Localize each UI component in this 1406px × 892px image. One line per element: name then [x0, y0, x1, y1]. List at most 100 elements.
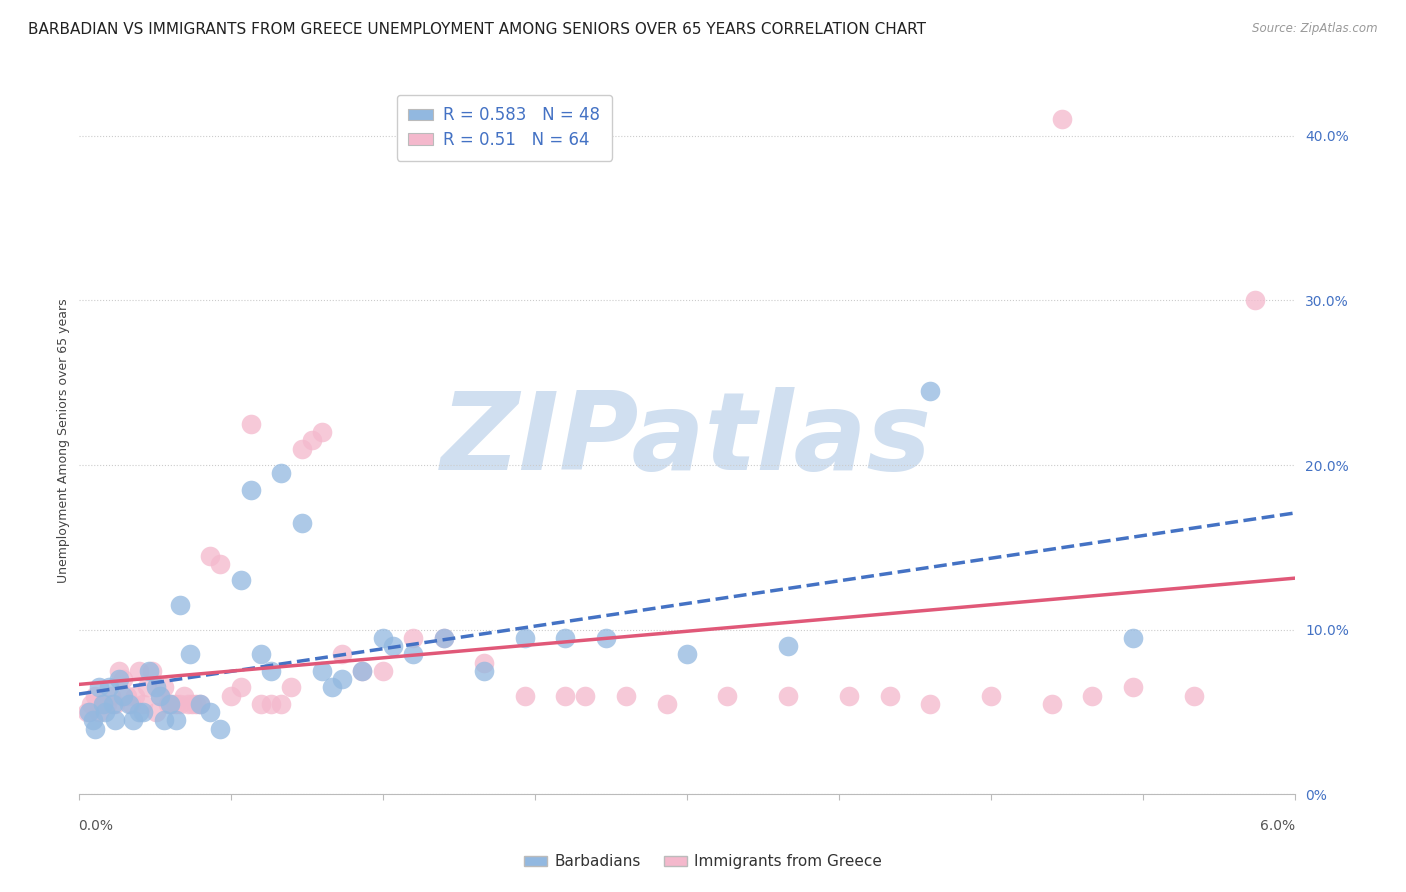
Point	[402, 648, 425, 662]
Point	[104, 697, 127, 711]
Legend: Barbadians, Immigrants from Greece: Barbadians, Immigrants from Greece	[517, 848, 889, 875]
Point	[145, 681, 167, 695]
Text: 0.0%: 0.0%	[79, 819, 114, 833]
Point	[1122, 681, 1144, 695]
Point	[83, 722, 105, 736]
Point	[513, 689, 536, 703]
Point	[838, 689, 860, 703]
Point	[132, 705, 155, 719]
Point	[879, 689, 901, 703]
Point	[1122, 631, 1144, 645]
Point	[1243, 293, 1265, 308]
Point	[311, 425, 333, 439]
Point	[980, 689, 1002, 703]
Point	[145, 705, 167, 719]
Point	[614, 689, 637, 703]
Point	[574, 689, 596, 703]
Point	[200, 705, 222, 719]
Point	[76, 705, 98, 719]
Point	[239, 483, 262, 497]
Point	[159, 697, 181, 711]
Point	[1040, 697, 1063, 711]
Point	[381, 639, 404, 653]
Point	[128, 705, 150, 719]
Point	[209, 557, 232, 571]
Point	[270, 697, 292, 711]
Point	[120, 697, 142, 711]
Point	[169, 598, 191, 612]
Point	[513, 631, 536, 645]
Point	[83, 689, 105, 703]
Point	[432, 631, 454, 645]
Point	[239, 417, 262, 431]
Point	[655, 697, 678, 711]
Point	[595, 631, 617, 645]
Point	[371, 631, 394, 645]
Point	[79, 697, 101, 711]
Point	[229, 574, 252, 588]
Point	[1081, 689, 1104, 703]
Point	[301, 434, 323, 448]
Point	[91, 697, 114, 711]
Point	[87, 681, 110, 695]
Point	[219, 689, 242, 703]
Point	[432, 631, 454, 645]
Point	[554, 631, 576, 645]
Point	[188, 697, 211, 711]
Point	[290, 516, 312, 530]
Point	[112, 672, 135, 686]
Point	[716, 689, 738, 703]
Point	[141, 664, 163, 678]
Point	[77, 705, 100, 719]
Point	[160, 697, 183, 711]
Point	[149, 689, 172, 703]
Point	[472, 656, 495, 670]
Point	[96, 697, 118, 711]
Point	[188, 697, 211, 711]
Text: ZIPatlas: ZIPatlas	[441, 387, 932, 493]
Point	[260, 697, 283, 711]
Point	[920, 384, 942, 398]
Point	[177, 697, 200, 711]
Point	[250, 648, 273, 662]
Point	[91, 697, 114, 711]
Point	[250, 697, 273, 711]
Point	[1182, 689, 1205, 703]
Point	[118, 697, 141, 711]
Text: 6.0%: 6.0%	[1260, 819, 1295, 833]
Point	[152, 714, 174, 728]
Point	[371, 664, 394, 678]
Point	[181, 697, 204, 711]
Point	[112, 689, 135, 703]
Point	[100, 689, 122, 703]
Point	[156, 697, 179, 711]
Text: BARBADIAN VS IMMIGRANTS FROM GREECE UNEMPLOYMENT AMONG SENIORS OVER 65 YEARS COR: BARBADIAN VS IMMIGRANTS FROM GREECE UNEM…	[28, 22, 927, 37]
Point	[290, 442, 312, 456]
Point	[132, 697, 155, 711]
Point	[352, 664, 374, 678]
Point	[184, 697, 207, 711]
Point	[108, 664, 131, 678]
Point	[472, 664, 495, 678]
Point	[330, 648, 353, 662]
Point	[87, 705, 110, 719]
Point	[115, 689, 138, 703]
Point	[1050, 112, 1073, 127]
Point	[676, 648, 699, 662]
Point	[330, 672, 353, 686]
Point	[138, 664, 160, 678]
Legend: R = 0.583   N = 48, R = 0.51   N = 64: R = 0.583 N = 48, R = 0.51 N = 64	[396, 95, 612, 161]
Point	[108, 672, 131, 686]
Y-axis label: Unemployment Among Seniors over 65 years: Unemployment Among Seniors over 65 years	[58, 298, 70, 582]
Point	[554, 689, 576, 703]
Point	[352, 664, 374, 678]
Point	[165, 697, 187, 711]
Point	[311, 664, 333, 678]
Point	[169, 697, 191, 711]
Point	[280, 681, 302, 695]
Point	[128, 664, 150, 678]
Point	[173, 689, 195, 703]
Point	[920, 697, 942, 711]
Point	[97, 681, 120, 695]
Point	[778, 689, 800, 703]
